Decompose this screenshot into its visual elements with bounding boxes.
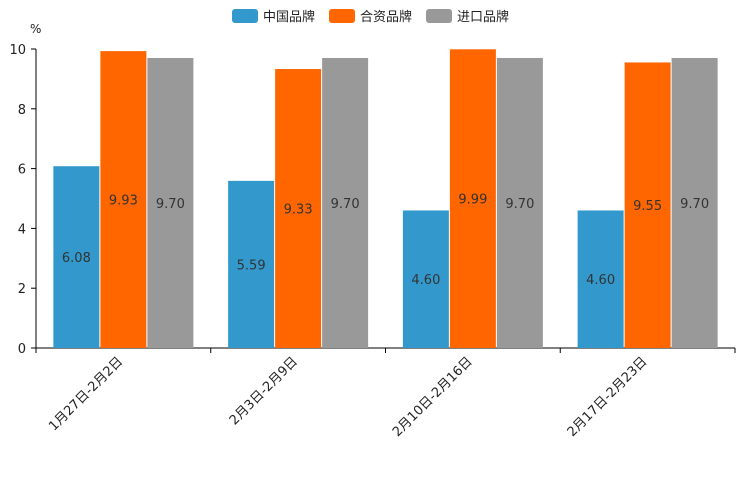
bar-value-label: 9.99 [458, 193, 487, 208]
x-tick-label: 2月17日-2月23日 [565, 354, 651, 440]
bar[interactable] [100, 51, 147, 349]
legend-swatch-joint-venture [329, 8, 356, 23]
bar-value-label: 4.60 [411, 273, 440, 288]
bar-value-label: 9.70 [680, 197, 709, 212]
bar[interactable] [322, 57, 369, 348]
bar[interactable] [671, 57, 718, 348]
legend-item-imported[interactable]: 进口品牌 [426, 6, 509, 25]
bar[interactable] [275, 69, 322, 349]
bar[interactable] [53, 166, 100, 348]
x-tick-label: 1月27日-2月2日 [46, 354, 126, 434]
y-tick-label: 2 [18, 282, 26, 297]
legend-item-joint-venture[interactable]: 合资品牌 [329, 6, 412, 25]
legend-item-domestic[interactable]: 中国品牌 [232, 6, 315, 25]
bar-value-label: 9.70 [505, 197, 534, 212]
bar[interactable] [577, 210, 624, 348]
legend-label-domestic: 中国品牌 [263, 10, 316, 25]
legend-swatch-domestic [232, 8, 258, 23]
legend-swatch-imported [426, 8, 453, 23]
bar-value-label: 6.08 [62, 251, 91, 266]
bar[interactable] [624, 62, 671, 349]
legend-label-joint-venture: 合资品牌 [360, 10, 413, 25]
y-tick-label: 0 [18, 342, 26, 357]
bar[interactable] [147, 57, 194, 348]
y-tick-label: 8 [18, 103, 26, 118]
bar[interactable] [449, 49, 496, 348]
bar-value-label: 4.60 [586, 273, 615, 288]
y-tick-label: 10 [9, 43, 26, 58]
bar[interactable] [402, 210, 449, 348]
y-axis-unit: % [30, 22, 42, 36]
y-tick-label: 4 [18, 222, 26, 237]
bar-value-label: 9.70 [156, 197, 185, 212]
bar-value-label: 9.55 [633, 199, 662, 214]
x-tick-label: 2月3日-2月9日 [227, 354, 301, 428]
x-tick-label: 2月10日-2月16日 [390, 354, 476, 440]
bar[interactable] [228, 180, 275, 348]
bar-value-label: 9.70 [331, 197, 360, 212]
chart-legend: 中国品牌 合资品牌 进口品牌 [232, 6, 509, 25]
bar[interactable] [496, 57, 543, 348]
bar-value-label: 9.93 [109, 194, 138, 209]
legend-label-imported: 进口品牌 [457, 10, 510, 25]
bar-value-label: 5.59 [237, 258, 266, 273]
bar-value-label: 9.33 [284, 203, 313, 218]
y-tick-label: 6 [18, 163, 26, 178]
